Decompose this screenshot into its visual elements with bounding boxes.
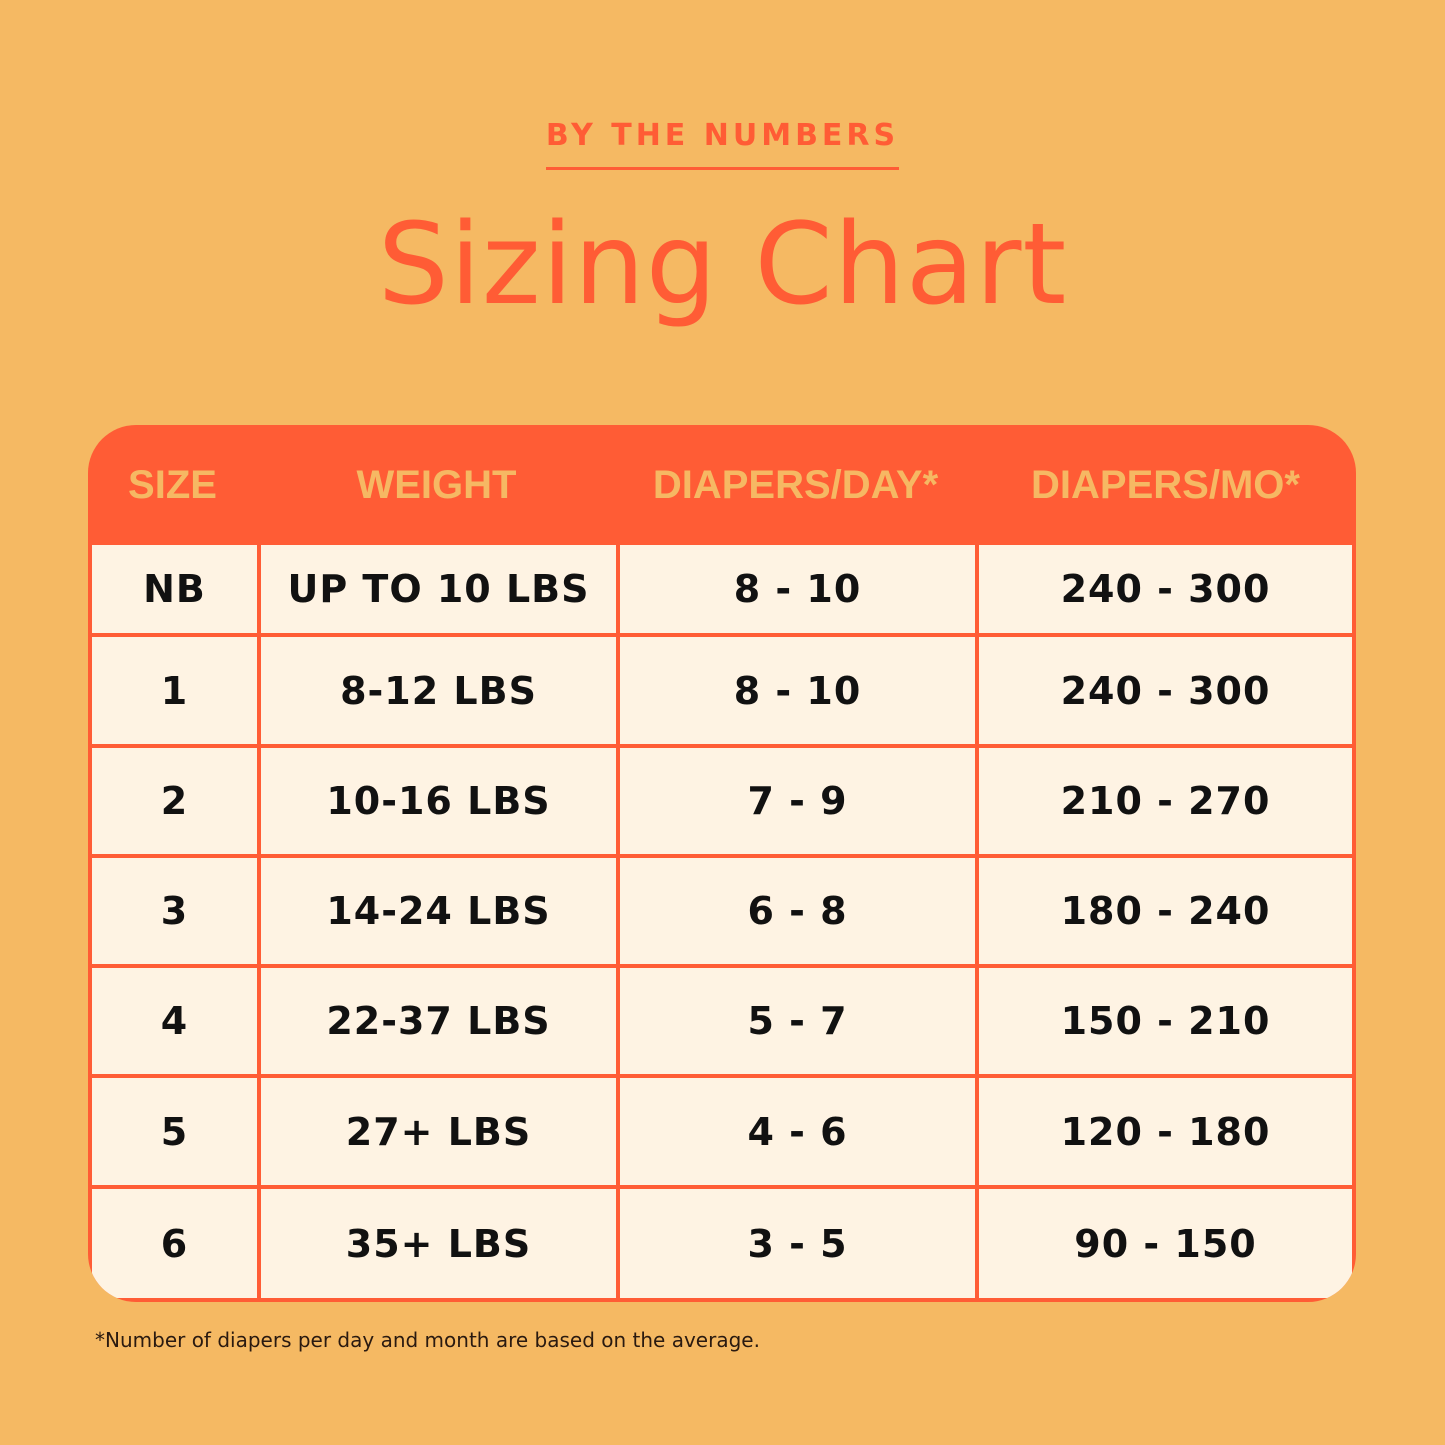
table-cell: 4 - 6 (620, 1078, 975, 1185)
table-cell: 240 - 300 (979, 637, 1352, 744)
table-cell: 35+ LBS (261, 1189, 616, 1298)
column-header: SIZE (128, 462, 217, 507)
footnote: *Number of diapers per day and month are… (95, 1328, 760, 1352)
column-header: DIAPERS/MO* (1031, 462, 1300, 507)
eyebrow: BY THE NUMBERS (0, 118, 1445, 170)
table-cell: 120 - 180 (979, 1078, 1352, 1185)
table-cell: 1 (92, 637, 257, 744)
table-cell: 22-37 LBS (261, 968, 616, 1074)
table-cell: 150 - 210 (979, 968, 1352, 1074)
table-cell: 5 - 7 (620, 968, 975, 1074)
table-cell: 14-24 LBS (261, 858, 616, 964)
table-cell: 2 (92, 748, 257, 854)
page-title: Sizing Chart (377, 200, 1068, 330)
table-cell: 3 (92, 858, 257, 964)
column-header: WEIGHT (356, 462, 517, 507)
table-cell: 6 (92, 1189, 257, 1298)
eyebrow-label: BY THE NUMBERS (545, 118, 900, 170)
table-cell: 240 - 300 (979, 545, 1352, 633)
table-cell: 4 (92, 968, 257, 1074)
table-cell: 90 - 150 (979, 1189, 1352, 1298)
table-cell: 8 - 10 (620, 545, 975, 633)
table-grid: SIZE WEIGHT DIAPERS/DAY* DIAPERS/MO* NB UP TO… (88, 425, 1356, 1302)
table-cell: 6 - 8 (620, 858, 975, 964)
table-cell: 27+ LBS (261, 1078, 616, 1185)
table-cell: 180 - 240 (979, 858, 1352, 964)
table-cell: 8 - 10 (620, 637, 975, 744)
table-cell: 3 - 5 (620, 1189, 975, 1298)
table-cell: 5 (92, 1078, 257, 1185)
sizing-table: SIZE WEIGHT DIAPERS/DAY* DIAPERS/MO* NB UP TO… (88, 425, 1356, 1302)
table-cell: 8-12 LBS (261, 637, 616, 744)
table-cell: UP TO 10 LBS (261, 545, 616, 633)
column-header: DIAPERS/DAY* (652, 462, 939, 507)
table-cell: 210 - 270 (979, 748, 1352, 854)
table-cell: NB (92, 545, 257, 633)
table-cell: 10-16 LBS (261, 748, 616, 854)
table-cell: 7 - 9 (620, 748, 975, 854)
